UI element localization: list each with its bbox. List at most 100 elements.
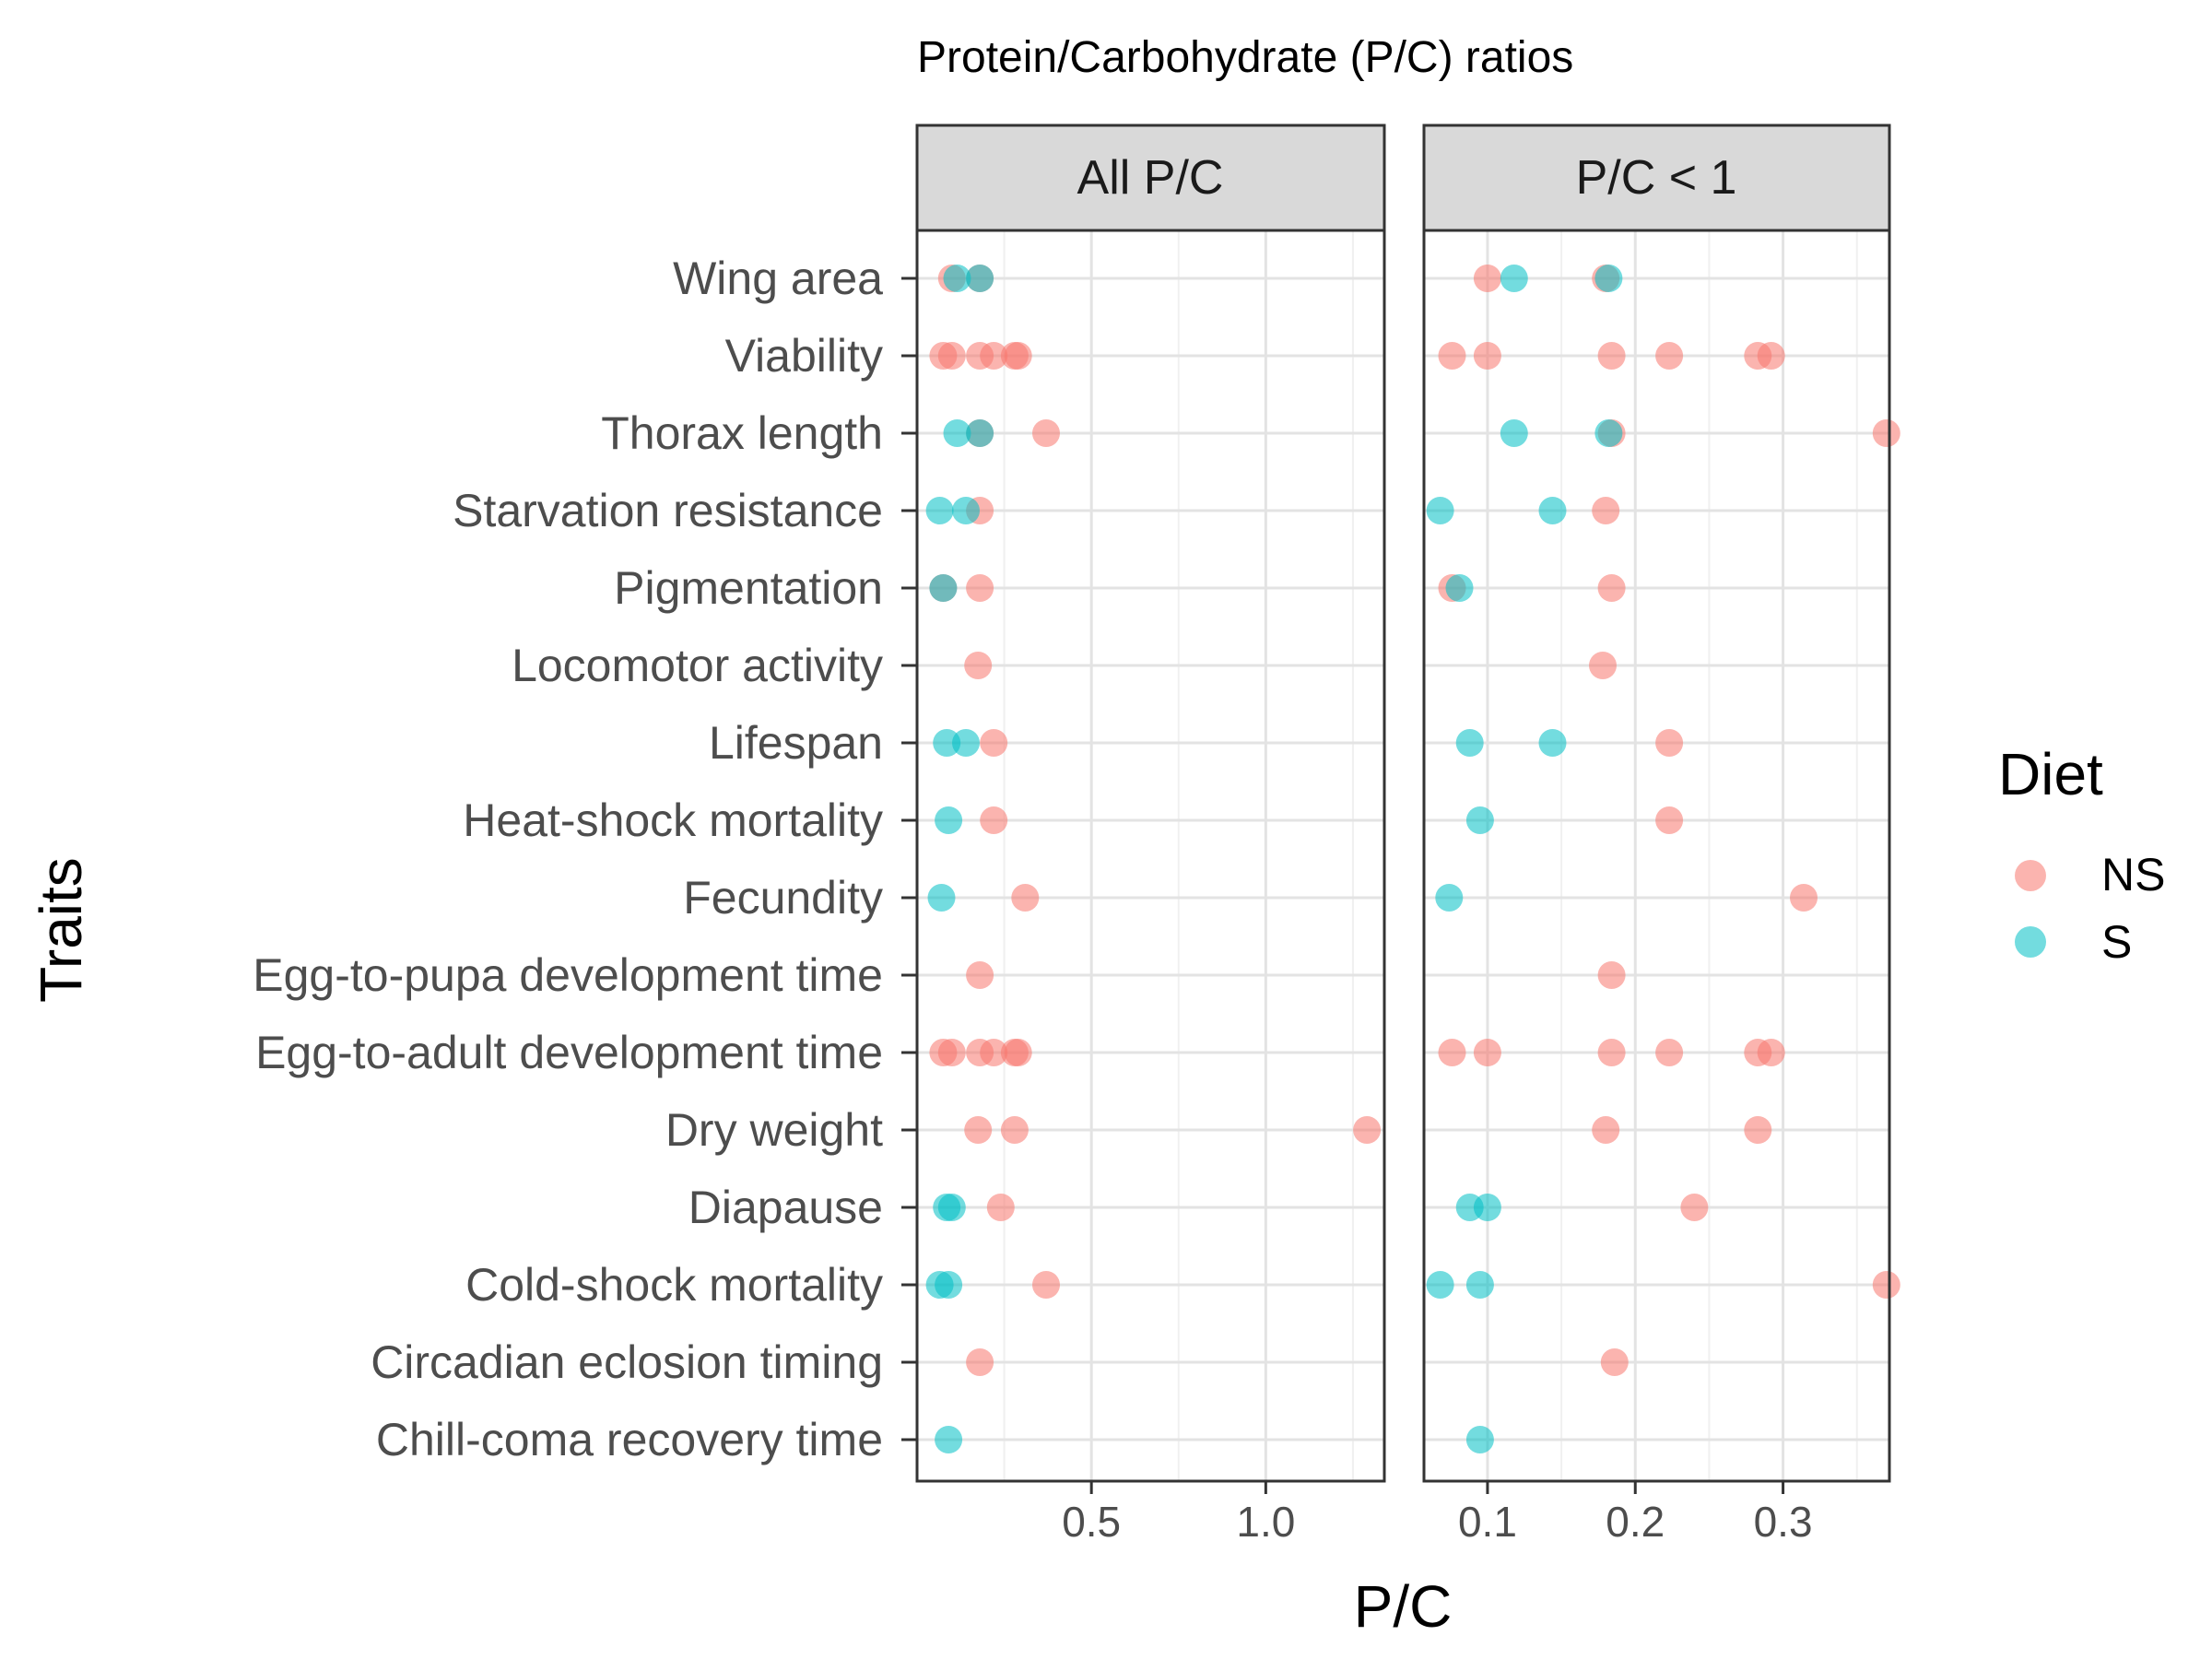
panel-2-background	[1424, 230, 1889, 1481]
legend-key-s	[2015, 926, 2046, 958]
point-ns-viability	[1438, 342, 1466, 370]
point-s-chill-coma-recovery-time	[1465, 1426, 1494, 1453]
point-ns-egg-to-adult-development-time	[1004, 1039, 1032, 1066]
x-tick-label: 0.5	[1062, 1498, 1121, 1546]
point-ns-dry-weight	[1000, 1116, 1029, 1144]
point-s-cold-shock-mortality	[1465, 1271, 1494, 1299]
point-ns-viability	[980, 342, 1008, 370]
legend-key-ns	[2015, 860, 2046, 891]
point-s-thorax-length	[943, 419, 971, 447]
point-ns-dry-weight	[964, 1116, 993, 1144]
point-s-diapause	[1473, 1194, 1501, 1221]
y-tick-label: Fecundity	[683, 872, 883, 924]
legend-label-ns: NS	[2101, 849, 2165, 900]
x-tick-label: 0.3	[1754, 1498, 1813, 1546]
panel-1: All P/C 0.5 1.0	[915, 124, 1386, 1546]
point-ns-viability	[937, 342, 966, 370]
y-tick-label: Dry weight	[665, 1104, 883, 1156]
point-s-thorax-length	[966, 419, 994, 447]
point-ns-diapause	[1680, 1194, 1709, 1221]
point-ns-viability	[1473, 342, 1501, 370]
point-ns-cold-shock-mortality	[1032, 1271, 1060, 1299]
y-tick-label: Circadian eclosion timing	[371, 1336, 883, 1388]
point-s-heat-shock-mortality	[1465, 806, 1494, 834]
point-ns-lifespan	[980, 729, 1008, 757]
y-tick-label: Heat-shock mortality	[463, 794, 883, 846]
y-tick-label: Cold-shock mortality	[465, 1259, 883, 1311]
point-s-cold-shock-mortality	[935, 1271, 963, 1299]
point-s-lifespan	[933, 729, 961, 757]
point-ns-cold-shock-mortality	[1872, 1271, 1900, 1299]
panel-strip-label-2: P/C < 1	[1576, 151, 1737, 205]
point-s-lifespan	[1455, 729, 1484, 757]
legend-title: Diet	[1998, 741, 2103, 807]
x-tick-label: 0.2	[1606, 1498, 1665, 1546]
point-ns-locomotor-activity	[964, 652, 993, 679]
panel-2: P/C < 1 0.1 0.2 0.3	[1422, 124, 1900, 1546]
point-s-starvation-resistance	[925, 497, 954, 524]
point-s-lifespan	[1538, 729, 1567, 757]
point-s-lifespan	[952, 729, 980, 757]
point-ns-egg-to-adult-development-time	[1473, 1039, 1501, 1066]
point-s-diapause	[937, 1194, 966, 1221]
point-ns-circadian-eclosion-timing	[1600, 1348, 1629, 1376]
point-ns-lifespan	[1655, 729, 1684, 757]
x-tick-label: 1.0	[1236, 1498, 1295, 1546]
legend: Diet NS S	[1998, 741, 2165, 968]
point-ns-egg-to-adult-development-time	[1438, 1039, 1466, 1066]
panel-strip-1	[915, 124, 1386, 232]
point-s-wing-area	[966, 265, 994, 292]
y-tick-label: Diapause	[688, 1182, 883, 1233]
point-ns-viability	[1757, 342, 1785, 370]
point-s-starvation-resistance	[952, 497, 980, 524]
y-tick-label: Starvation resistance	[453, 485, 883, 536]
y-tick-label: Egg-to-pupa development time	[253, 949, 883, 1001]
point-s-wing-area	[1500, 265, 1528, 292]
point-s-starvation-resistance	[1538, 497, 1567, 524]
y-tick-label: Chill-coma recovery time	[376, 1414, 883, 1465]
panel-2-border	[1422, 229, 1891, 1483]
point-s-thorax-length	[1594, 419, 1623, 447]
point-ns-fecundity	[1790, 884, 1818, 912]
y-axis: Wing area Viability Thorax length Starvatio…	[253, 253, 917, 1465]
x-axis-label: P/C	[1354, 1573, 1453, 1640]
point-ns-pigmentation	[966, 574, 994, 602]
point-ns-viability	[1655, 342, 1684, 370]
y-tick-label: Wing area	[673, 253, 883, 304]
point-ns-heat-shock-mortality	[1655, 806, 1684, 834]
panel-1-border	[915, 229, 1386, 1483]
point-s-pigmentation	[929, 574, 958, 602]
point-s-wing-area	[943, 265, 971, 292]
y-tick-label: Thorax length	[601, 407, 883, 459]
point-s-starvation-resistance	[1426, 497, 1454, 524]
point-ns-thorax-length	[1872, 419, 1900, 447]
point-ns-egg-to-adult-development-time	[937, 1039, 966, 1066]
point-ns-egg-to-adult-development-time	[980, 1039, 1008, 1066]
point-s-wing-area	[1594, 265, 1623, 292]
point-s-chill-coma-recovery-time	[935, 1426, 963, 1453]
point-ns-egg-to-adult-development-time	[1597, 1039, 1626, 1066]
point-ns-egg-to-pupa-development-time	[966, 961, 994, 989]
point-s-heat-shock-mortality	[935, 806, 963, 834]
panel-1-background	[917, 230, 1384, 1481]
chart-title: Protein/Carbohydrate (P/C) ratios	[917, 33, 1573, 82]
point-s-thorax-length	[1500, 419, 1528, 447]
point-s-fecundity	[1435, 884, 1464, 912]
point-ns-diapause	[986, 1194, 1015, 1221]
point-ns-egg-to-adult-development-time	[1655, 1039, 1684, 1066]
y-tick-label: Locomotor activity	[512, 640, 883, 691]
point-ns-fecundity	[1011, 884, 1040, 912]
point-ns-viability	[1004, 342, 1032, 370]
point-ns-dry-weight	[1592, 1116, 1620, 1144]
y-tick-label: Lifespan	[709, 717, 883, 769]
point-ns-egg-to-adult-development-time	[1757, 1039, 1785, 1066]
point-ns-starvation-resistance	[1592, 497, 1620, 524]
point-ns-pigmentation	[1597, 574, 1626, 602]
point-s-pigmentation	[1445, 574, 1474, 602]
point-ns-heat-shock-mortality	[980, 806, 1008, 834]
panel-strip-label-1: All P/C	[1077, 151, 1224, 205]
point-ns-egg-to-pupa-development-time	[1597, 961, 1626, 989]
y-tick-label: Viability	[725, 330, 883, 382]
point-ns-circadian-eclosion-timing	[966, 1348, 994, 1376]
y-axis-label: Traits	[28, 857, 94, 1003]
